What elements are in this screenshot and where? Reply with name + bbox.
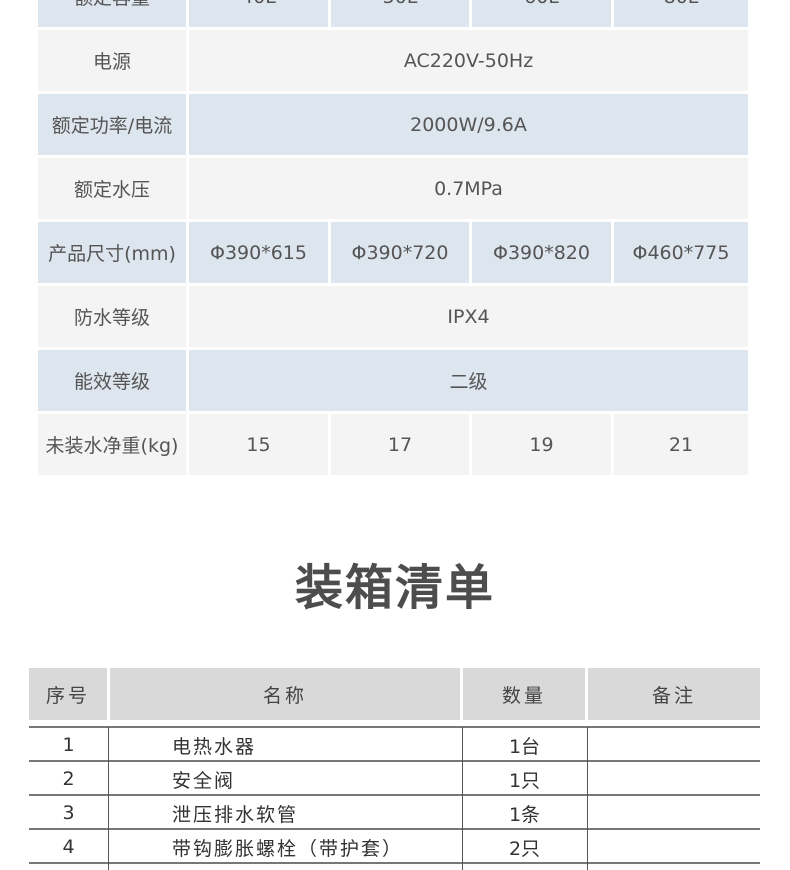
spec-value: IPX4 — [189, 286, 748, 347]
spec-value: 17 — [331, 414, 469, 475]
row-note — [588, 762, 760, 796]
spec-value: 15 — [189, 414, 328, 475]
header-qty: 数量 — [463, 668, 585, 720]
header-name: 名称 — [110, 668, 460, 720]
spec-value: 21 — [614, 414, 748, 475]
column-divider — [587, 727, 588, 870]
spec-value: Φ390*720 — [331, 222, 469, 283]
spec-label: 额定水压 — [38, 158, 186, 219]
spec-label: 电源 — [38, 30, 186, 91]
row-note — [588, 796, 760, 830]
row-no: 4 — [62, 836, 75, 858]
row-divider — [29, 726, 760, 728]
spec-value: AC220V-50Hz — [189, 30, 748, 91]
spec-label: 额定功率/电流 — [38, 94, 186, 155]
row-note — [588, 830, 760, 864]
spec-value: 60L — [472, 0, 611, 27]
row-qty: 1台 — [508, 735, 541, 758]
spec-label: 防水等级 — [38, 286, 186, 347]
spec-value: Φ460*775 — [614, 222, 748, 283]
row-name: 安全阀 — [172, 769, 236, 792]
row-qty: 2只 — [508, 837, 541, 860]
row-no: 2 — [62, 768, 75, 790]
row-name: 带钩膨胀螺栓（带护套） — [172, 837, 404, 860]
spec-label: 产品尺寸(mm) — [38, 222, 186, 283]
row-name: 泄压排水软管 — [172, 803, 299, 826]
spec-value: 2000W/9.6A — [189, 94, 748, 155]
header-note: 备注 — [588, 668, 760, 720]
row-qty: 1条 — [508, 803, 541, 826]
header-no: 序号 — [29, 668, 107, 720]
packing-list-title: 装箱清单 — [294, 560, 495, 616]
column-divider — [462, 727, 463, 870]
row-qty: 1只 — [508, 769, 541, 792]
spec-label: 额定容量 — [38, 0, 186, 27]
spec-value: Φ390*820 — [472, 222, 611, 283]
spec-value: 50L — [331, 0, 469, 27]
row-note — [588, 728, 760, 762]
spec-value: 19 — [472, 414, 611, 475]
spec-label: 未装水净重(kg) — [38, 414, 186, 475]
column-divider — [108, 727, 109, 870]
row-no: 3 — [62, 802, 75, 824]
spec-value: 0.7MPa — [189, 158, 748, 219]
row-name: 电热水器 — [172, 735, 257, 758]
spec-value: Φ390*615 — [189, 222, 328, 283]
spec-value: 40L — [189, 0, 328, 27]
row-no: 1 — [62, 734, 75, 756]
row-divider — [29, 862, 760, 864]
spec-value: 二级 — [189, 350, 748, 411]
row-divider — [29, 760, 760, 762]
spec-value: 80L — [614, 0, 748, 27]
spec-label: 能效等级 — [38, 350, 186, 411]
row-divider — [29, 828, 760, 830]
row-divider — [29, 794, 760, 796]
